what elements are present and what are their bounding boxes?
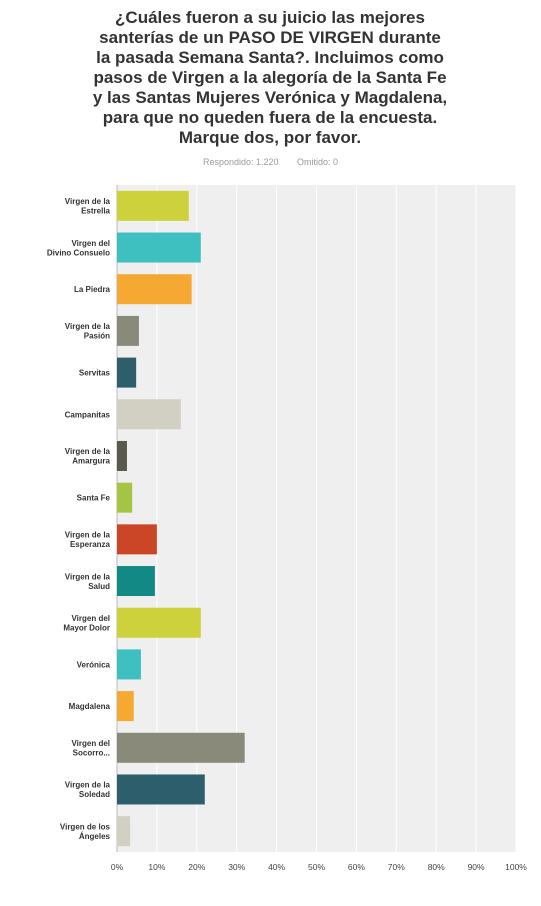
bar <box>117 649 141 680</box>
x-tick-label: 30% <box>228 862 245 872</box>
plot-area: 0% 10% 20% 30% 40% 50% 60% 70% 80% 90% 100% Virgen … <box>47 185 527 872</box>
category-label: Servitas <box>79 369 111 378</box>
bar <box>117 399 181 430</box>
category-label: Pasión <box>84 332 110 341</box>
category-label: Campanitas <box>65 410 111 419</box>
category-label: Virgen de la <box>65 197 111 206</box>
bar <box>117 440 127 471</box>
bar <box>117 774 205 805</box>
category-label: Divino Consuelo <box>47 248 110 257</box>
category-label: Soledad <box>79 790 110 799</box>
bar <box>117 482 133 513</box>
category-label: Virgen del <box>71 614 110 623</box>
category-label: Socorro... <box>73 749 110 758</box>
category-label: Verónica <box>77 660 111 669</box>
response-stats: Respondido: 1.220 Omitido: 0 <box>0 157 541 167</box>
bar <box>117 315 139 346</box>
category-label: La Piedra <box>74 285 111 294</box>
x-tick-label: 50% <box>308 862 325 872</box>
category-label: Salud <box>88 582 110 591</box>
bar <box>117 232 201 263</box>
category-label: Virgen de la <box>65 447 111 456</box>
bar <box>117 274 192 305</box>
bar <box>117 357 137 388</box>
bar <box>117 566 155 597</box>
x-tick-label: 0% <box>111 862 124 872</box>
category-label: Virgen de la <box>65 781 111 790</box>
category-label: Virgen de los <box>60 822 111 831</box>
question-title: ¿Cuáles fueron a su juicio las mejores s… <box>92 8 448 147</box>
category-label: Mayor Dolor <box>63 623 110 632</box>
x-tick-label: 40% <box>268 862 285 872</box>
category-label: Esperanza <box>70 540 111 549</box>
answered-count: Respondido: 1.220 <box>202 157 279 167</box>
bar <box>117 691 134 722</box>
x-tick-label: 10% <box>148 862 165 872</box>
x-tick-label: 80% <box>428 862 445 872</box>
category-label: Virgen de la <box>65 572 111 581</box>
x-tick-label: 100% <box>505 862 527 872</box>
category-label: Estrella <box>81 207 110 216</box>
x-tick-label: 70% <box>388 862 405 872</box>
category-label: Virgen de la <box>65 531 111 540</box>
category-label: Magdalena <box>69 702 111 711</box>
x-tick-label: 20% <box>188 862 205 872</box>
category-label: Virgen de la <box>65 322 111 331</box>
x-tick-label: 90% <box>468 862 485 872</box>
bar <box>117 816 131 847</box>
bar <box>117 190 189 221</box>
category-label: Santa Fe <box>77 494 111 503</box>
category-label: Ángeles <box>79 832 111 841</box>
bar <box>117 607 201 638</box>
skipped-count: Omitido: 0 <box>297 157 339 167</box>
bar <box>117 524 157 555</box>
category-label: Virgen del <box>71 739 110 748</box>
category-label: Amargura <box>72 457 110 466</box>
x-tick-label: 60% <box>348 862 365 872</box>
bar <box>117 732 245 763</box>
category-label: Virgen del <box>71 239 110 248</box>
